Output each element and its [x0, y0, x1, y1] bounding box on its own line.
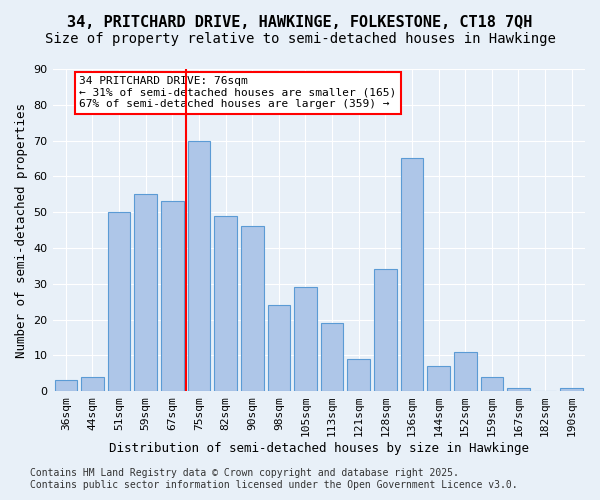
- Text: Size of property relative to semi-detached houses in Hawkinge: Size of property relative to semi-detach…: [44, 32, 556, 46]
- Bar: [214, 216, 237, 391]
- Bar: [241, 226, 263, 391]
- Bar: [81, 377, 104, 391]
- Bar: [427, 366, 450, 391]
- Bar: [454, 352, 476, 391]
- Bar: [507, 388, 530, 391]
- Bar: [294, 288, 317, 391]
- Bar: [347, 359, 370, 391]
- Bar: [401, 158, 423, 391]
- Bar: [55, 380, 77, 391]
- Bar: [481, 377, 503, 391]
- Bar: [188, 140, 210, 391]
- Text: 34, PRITCHARD DRIVE, HAWKINGE, FOLKESTONE, CT18 7QH: 34, PRITCHARD DRIVE, HAWKINGE, FOLKESTON…: [67, 15, 533, 30]
- Bar: [108, 212, 130, 391]
- Bar: [374, 270, 397, 391]
- Bar: [268, 305, 290, 391]
- Text: 34 PRITCHARD DRIVE: 76sqm
← 31% of semi-detached houses are smaller (165)
67% of: 34 PRITCHARD DRIVE: 76sqm ← 31% of semi-…: [79, 76, 397, 110]
- Bar: [134, 194, 157, 391]
- Bar: [161, 202, 184, 391]
- Y-axis label: Number of semi-detached properties: Number of semi-detached properties: [15, 102, 28, 358]
- X-axis label: Distribution of semi-detached houses by size in Hawkinge: Distribution of semi-detached houses by …: [109, 442, 529, 455]
- Bar: [321, 323, 343, 391]
- Text: Contains HM Land Registry data © Crown copyright and database right 2025.
Contai: Contains HM Land Registry data © Crown c…: [30, 468, 518, 490]
- Bar: [560, 388, 583, 391]
